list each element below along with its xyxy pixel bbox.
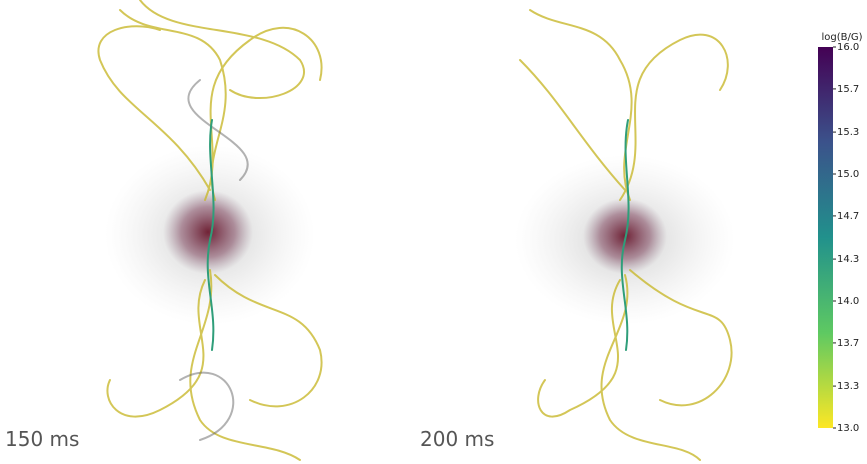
tick-label: 15.0 [837,169,859,180]
panel-label: 200 ms [420,427,494,451]
colorbar: log(B/G) 13.0 13.3 13.7 14.0 14.3 14.7 15.0 15.… [818,32,863,434]
tick-label: 15.3 [837,127,859,138]
colorbar-title: log(B/G) [821,32,862,43]
panel-right: 200 ms [420,9,735,461]
tick-label: 14.0 [837,296,859,307]
panel-label: 150 ms [5,427,79,451]
tick-label: 13.7 [837,338,859,349]
tick-label: 15.7 [837,84,859,95]
tick-label: 16.0 [837,42,859,53]
tick-label: 13.0 [837,423,859,434]
panel-left: 150 ms [5,0,323,461]
tick-label: 13.3 [837,381,859,392]
tick-label: 14.7 [837,211,859,222]
colorbar-bar [818,47,833,428]
tick-label: 14.3 [837,254,859,265]
